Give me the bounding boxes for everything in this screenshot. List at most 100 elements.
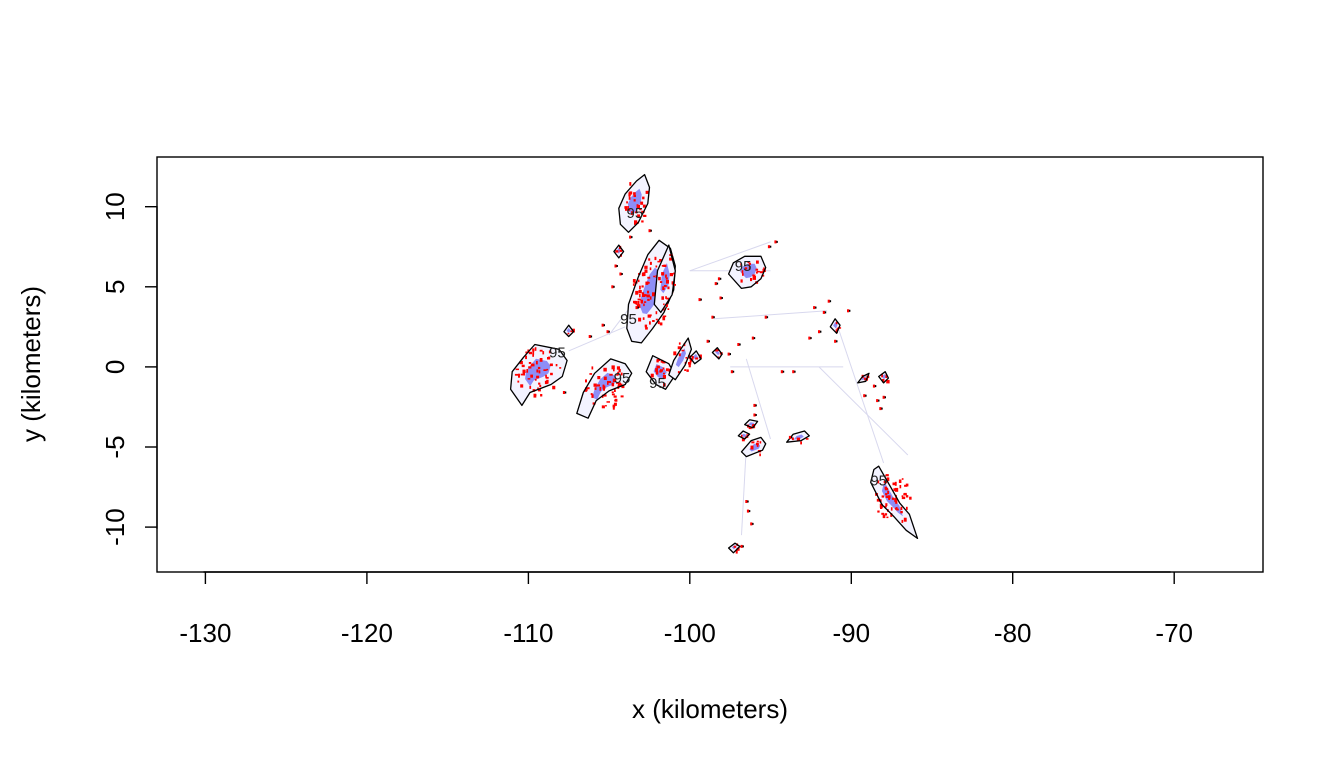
density-speck [540,394,543,397]
density-speck [549,363,553,367]
speck-dark [769,245,772,248]
density-speck [584,390,587,392]
density-speck [748,426,752,430]
density-speck [901,496,906,500]
density-speck [894,487,899,492]
density-speck [538,382,541,385]
density-speck [647,290,650,294]
density-core [881,483,903,517]
density-speck [665,303,668,308]
density-speck [619,249,623,252]
speck-dark [721,297,723,299]
speck [750,522,753,526]
density-speck [525,355,527,360]
speck [822,310,825,314]
speck [588,335,591,338]
density-speck [836,327,839,330]
density-speck [624,206,628,209]
contour-outline [576,358,633,419]
density-speck [652,320,655,322]
density-speck [638,317,642,322]
density-speck [634,302,637,304]
density-speck [532,351,535,355]
density-speck [518,373,520,378]
density-speck [547,357,551,360]
density-speck [891,497,895,500]
density-speck [689,358,692,363]
density-speck [614,399,616,402]
speck-dark [616,265,618,267]
density-speck [665,274,667,277]
density-speck [909,496,912,500]
density-speck [648,258,651,261]
density-speck [592,402,596,405]
density-speck [655,265,658,268]
speck-dark [782,370,785,373]
x-tick-label: -120 [341,618,393,648]
density-region [653,244,676,314]
x-axis: -130 -120 -110 -100 -90 -80 -70 [179,571,1193,648]
density-speck [748,266,751,270]
density-speck [661,272,665,276]
contour-labels: 95 95 95 95 95 95 95 [549,205,887,490]
density-speck [644,269,648,273]
density-speck [890,507,893,511]
speck [606,330,609,334]
density-speck [746,434,749,436]
density-speck [539,384,542,388]
density-speck [534,378,537,381]
density-speck [636,305,640,307]
density-speck [603,394,607,397]
density-speck [613,402,617,406]
density-speck [756,443,759,447]
speck-dark [790,436,793,439]
y-tick-label: 0 [100,360,130,374]
density-speck [639,208,642,211]
density-speck [522,369,526,373]
density-speck [589,373,593,375]
density-region [786,430,810,445]
x-tick-label: -80 [994,618,1032,648]
contour-level-label: 95 [614,370,631,387]
density-speck [654,256,657,261]
density-speck [660,359,664,363]
density-speck [528,351,533,355]
density-speck [686,369,689,372]
x-tick-label: -90 [833,618,871,648]
density-speck [613,395,617,398]
density-speck [567,332,570,335]
speck [746,509,750,513]
density-speck [611,365,615,370]
contour-level-label: 95 [735,258,752,275]
density-speck [627,208,631,211]
density-region [740,436,767,458]
speck-dark [820,330,822,333]
density-speck [642,294,646,297]
speck [863,394,866,398]
contour-outline [878,371,890,384]
density-speck [662,361,666,364]
density-speck [898,479,902,483]
density-speck [621,385,625,389]
density-speck [691,356,694,359]
density-speck [599,387,602,391]
speck-dark [810,337,812,340]
contour-outline [563,324,575,338]
density-speck [736,547,740,551]
density-speck [835,321,838,325]
density-region [878,371,890,384]
density-speck [602,384,605,389]
speck-dark [742,545,744,548]
density-speck [537,366,541,370]
density-speck [536,369,539,373]
density-speck [882,379,885,383]
x-axis-label: x (kilometers) [632,694,788,724]
speck [808,336,811,340]
density-speck [514,373,519,376]
density-speck [740,279,743,283]
density-speck [901,478,904,480]
density-speck [614,398,618,402]
density-speck [606,401,610,403]
density-speck [879,503,883,508]
density-speck [904,484,908,487]
